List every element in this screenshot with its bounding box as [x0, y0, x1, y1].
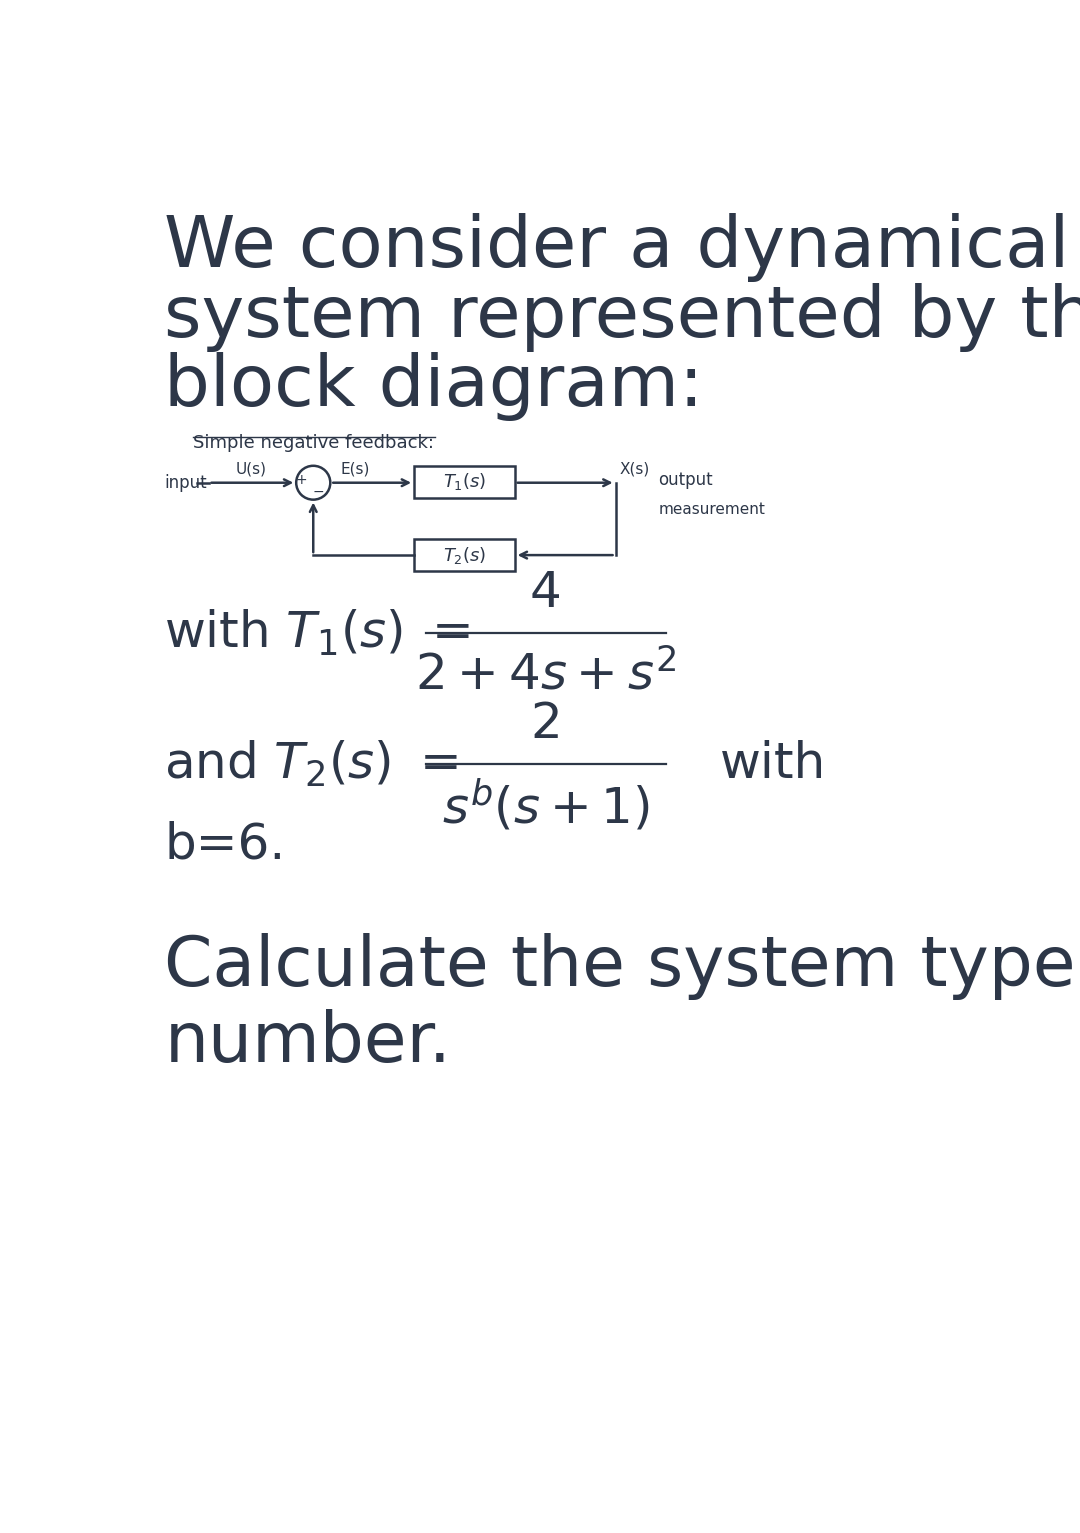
Text: $2+4s+s^2$: $2+4s+s^2$ [415, 650, 676, 699]
Text: number.: number. [164, 1009, 451, 1076]
Text: block diagram:: block diagram: [164, 351, 704, 422]
Text: −: − [312, 484, 324, 498]
Text: output: output [658, 471, 713, 489]
Text: with: with [720, 740, 826, 788]
Text: b=6.: b=6. [164, 820, 286, 869]
Text: 2: 2 [530, 699, 562, 748]
Text: Simple negative feedback:: Simple negative feedback: [193, 434, 434, 452]
Text: $T_1(s)$: $T_1(s)$ [443, 472, 486, 492]
Text: and $T_2(s)\ =$: and $T_2(s)\ =$ [164, 739, 458, 789]
Bar [414, 540, 515, 572]
Text: X(s): X(s) [619, 461, 650, 477]
Text: with $T_1(s)\ =$: with $T_1(s)\ =$ [164, 607, 470, 658]
Text: 4: 4 [530, 569, 562, 616]
Bar [414, 466, 515, 498]
Text: $T_2(s)$: $T_2(s)$ [443, 544, 486, 566]
Text: system represented by the: system represented by the [164, 282, 1080, 351]
Text: We consider a dynamical: We consider a dynamical [164, 213, 1070, 282]
Text: input: input [164, 474, 207, 492]
Text: Calculate the system type: Calculate the system type [164, 934, 1076, 1000]
Text: measurement: measurement [658, 501, 765, 517]
Text: E(s): E(s) [340, 461, 369, 477]
Text: +: + [295, 472, 307, 486]
Text: U(s): U(s) [235, 461, 267, 477]
Text: $s^b(s+1)$: $s^b(s+1)$ [442, 777, 650, 834]
